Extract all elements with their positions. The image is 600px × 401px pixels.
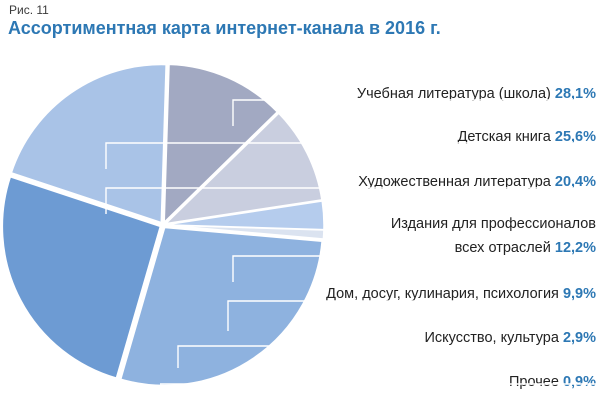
chart-title: Ассортиментная карта интернет-канала в 2… (8, 18, 441, 38)
slice-label: Детская книга 25,6% (458, 129, 596, 145)
slice-value-label: 0,9% (563, 374, 596, 390)
slice-value-label: 28,1% (555, 86, 596, 102)
leader-line (105, 142, 596, 169)
legend-item-издания-для-профессионалов-всех-отраслей: Издания для профессионалов всех отраслей … (232, 216, 596, 282)
leader-line (177, 345, 596, 368)
leader-line (105, 187, 596, 214)
pie-slice-прочее (165, 224, 325, 240)
slice-label: всех отраслей 12,2% (455, 240, 596, 256)
slice-label: Учебная литература (школа) 28,1% (357, 86, 596, 102)
legend-item-прочее: Прочее 0,9% (160, 374, 596, 390)
legend-item-дом-досуг-кулинария-психология: Дом, досуг, кулинария, психология 9,9% (227, 286, 596, 331)
figure-number: Рис. 11 (9, 3, 49, 17)
slice-value-label: 20,4% (555, 174, 596, 190)
pie-slice-дом-досуг-кулинария-психология (163, 112, 323, 225)
slice-label: Искусство, культура 2,9% (425, 330, 597, 346)
pie-slice-учебная-литература-школа (119, 226, 323, 387)
leader-line (232, 255, 596, 282)
legend-item-искусство-культура: Искусство, культура 2,9% (177, 330, 597, 368)
slice-value-label: 12,2% (555, 240, 596, 256)
slice-value-label: 9,9% (563, 286, 596, 302)
legend-item-учебная-литература-школа: Учебная литература (школа) 28,1% (232, 86, 596, 126)
pie-slice-детская-книга (1, 175, 162, 380)
slice-label: Издания для профессионалов (391, 216, 596, 232)
pie-slice-художественная-литература (10, 63, 167, 224)
slice-value-label: 2,9% (563, 330, 596, 346)
leader-line (232, 99, 596, 126)
slice-label: Дом, досуг, кулинария, психология 9,9% (326, 286, 596, 302)
leader-line (227, 300, 596, 331)
slice-value-label: 25,6% (555, 129, 596, 145)
legend-item-детская-книга: Детская книга 25,6% (105, 129, 596, 169)
slice-label: Прочее 0,9% (509, 374, 596, 390)
legend-item-художественная-литература: Художественная литература 20,4% (105, 174, 596, 214)
slice-label: Художественная литература 20,4% (358, 174, 596, 190)
